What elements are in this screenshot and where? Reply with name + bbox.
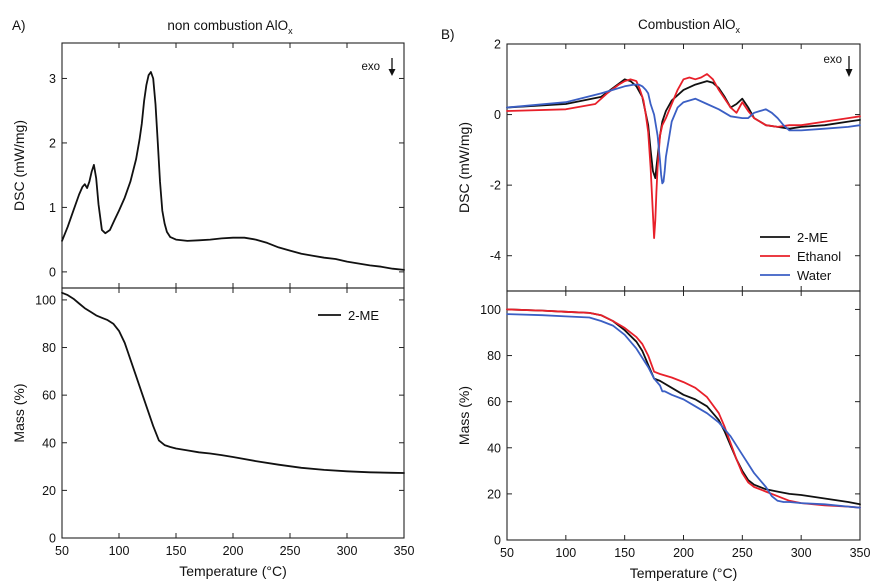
b-bottom-series-water [506,313,861,509]
a-bottom-axes-frame [61,287,405,539]
a-bottom-ytick-label: 20 [42,484,56,498]
a-bottom-ytick-label: 0 [49,532,56,546]
exo-label-a: exo [361,61,380,73]
legend-label-water: Water [797,268,832,283]
legend-label-ethanol: Ethanol [797,249,841,264]
legend-label-2-me: 2-ME [348,308,379,323]
a-bottom-x-axis-label: Temperature (°C) [179,563,287,579]
a-bottom-ytick-label: 80 [42,341,56,355]
a-bottom-y-axis-label: Mass (%) [11,383,27,442]
a-top-series-line-0 [61,71,405,271]
b-bottom-ytick-label: 0 [494,534,501,548]
b-bottom-series-ethanol [506,308,861,509]
b-bottom-xtick-label: 50 [500,546,514,560]
b-bottom-y-axis-label: Mass (%) [456,386,472,445]
a-top-y-axis-label: DSC (mW/mg) [11,120,27,211]
chart-panel-b-dsc: -4 -2 0 2 DSC (mW/mg) 2-ME Ethanol Water [456,38,861,292]
panel-a-title-sub: x [288,26,293,36]
exo-annotation-a: exo [361,58,396,76]
b-top-ytick-label: 0 [494,108,501,122]
a-bottom-xtick-label: 350 [394,544,415,558]
b-top-ytick-label: -2 [490,179,501,193]
a-top-ytick-label: 0 [49,265,56,279]
panel-a-title-main: non combustion AlO [167,18,288,33]
b-top-series-2-me [506,78,861,179]
b-top-ytick-label: 2 [494,38,501,52]
a-bottom-xtick-label: 250 [280,544,301,558]
exo-annotation-b: exo [823,54,853,77]
a-bottom-ytick-label: 40 [42,436,56,450]
b-bottom-xtick-label: 200 [673,546,694,560]
chart-panel-b-mass: 50 100 150 200 250 300 350 0 20 40 60 80 100 Mass (%)… [456,290,871,581]
b-bottom-ytick-label: 80 [487,349,501,363]
a-top-ytick-label: 1 [49,201,56,215]
a-bottom-xtick-label: 150 [166,544,187,558]
panel-b-label: B) [441,27,455,42]
b-bottom-ytick-label: 60 [487,395,501,409]
b-bottom-ytick-label: 40 [487,441,501,455]
b-bottom-ytick-label: 20 [487,487,501,501]
a-top-ytick-label: 3 [49,72,56,86]
a-bottom-xtick-label: 200 [223,544,244,558]
b-bottom-xtick-label: 350 [850,546,871,560]
a-bottom-xtick-label: 100 [109,544,130,558]
chart-panel-a-dsc: 0 1 2 3 DSC (mW/mg) [11,42,405,289]
a-bottom-series-2-me [61,291,405,474]
b-top-ytick-label: -4 [490,249,501,263]
b-bottom-ytick-label: 100 [480,303,501,317]
a-bottom-xtick-label: 50 [55,544,69,558]
b-top-series-ethanol [506,73,861,239]
a-bottom-ytick-label: 100 [35,293,56,307]
exo-label-b: exo [823,54,842,66]
b-bottom-xtick-label: 150 [614,546,635,560]
panel-a-label: A) [12,18,26,33]
panel-b-title: Combustion AlOx [638,17,741,35]
a-bottom-ytick-label: 60 [42,389,56,403]
b-bottom-series-2-me [506,308,861,506]
panel-b-title-main: Combustion AlO [638,17,736,32]
b-bottom-xtick-label: 300 [791,546,812,560]
panel-a-title: non combustion AlOx [167,18,293,36]
a-top-axes-frame [61,42,405,289]
b-bottom-xtick-label: 100 [555,546,576,560]
b-bottom-xtick-label: 250 [732,546,753,560]
exo-arrow-a-icon [388,69,396,76]
exo-arrow-b-icon [845,69,853,77]
a-bottom-xtick-label: 300 [337,544,358,558]
legend-label-2-me: 2-ME [797,230,828,245]
b-top-series-water [506,83,861,185]
b-top-y-axis-label: DSC (mW/mg) [456,122,472,213]
chart-panel-a-mass: 50 100 150 200 250 300 350 0 20 40 60 80 100 Mass (%)… [11,287,415,579]
panel-b-title-sub: x [736,25,741,35]
b-bottom-x-axis-label: Temperature (°C) [630,565,738,581]
a-top-ytick-label: 2 [49,136,56,150]
